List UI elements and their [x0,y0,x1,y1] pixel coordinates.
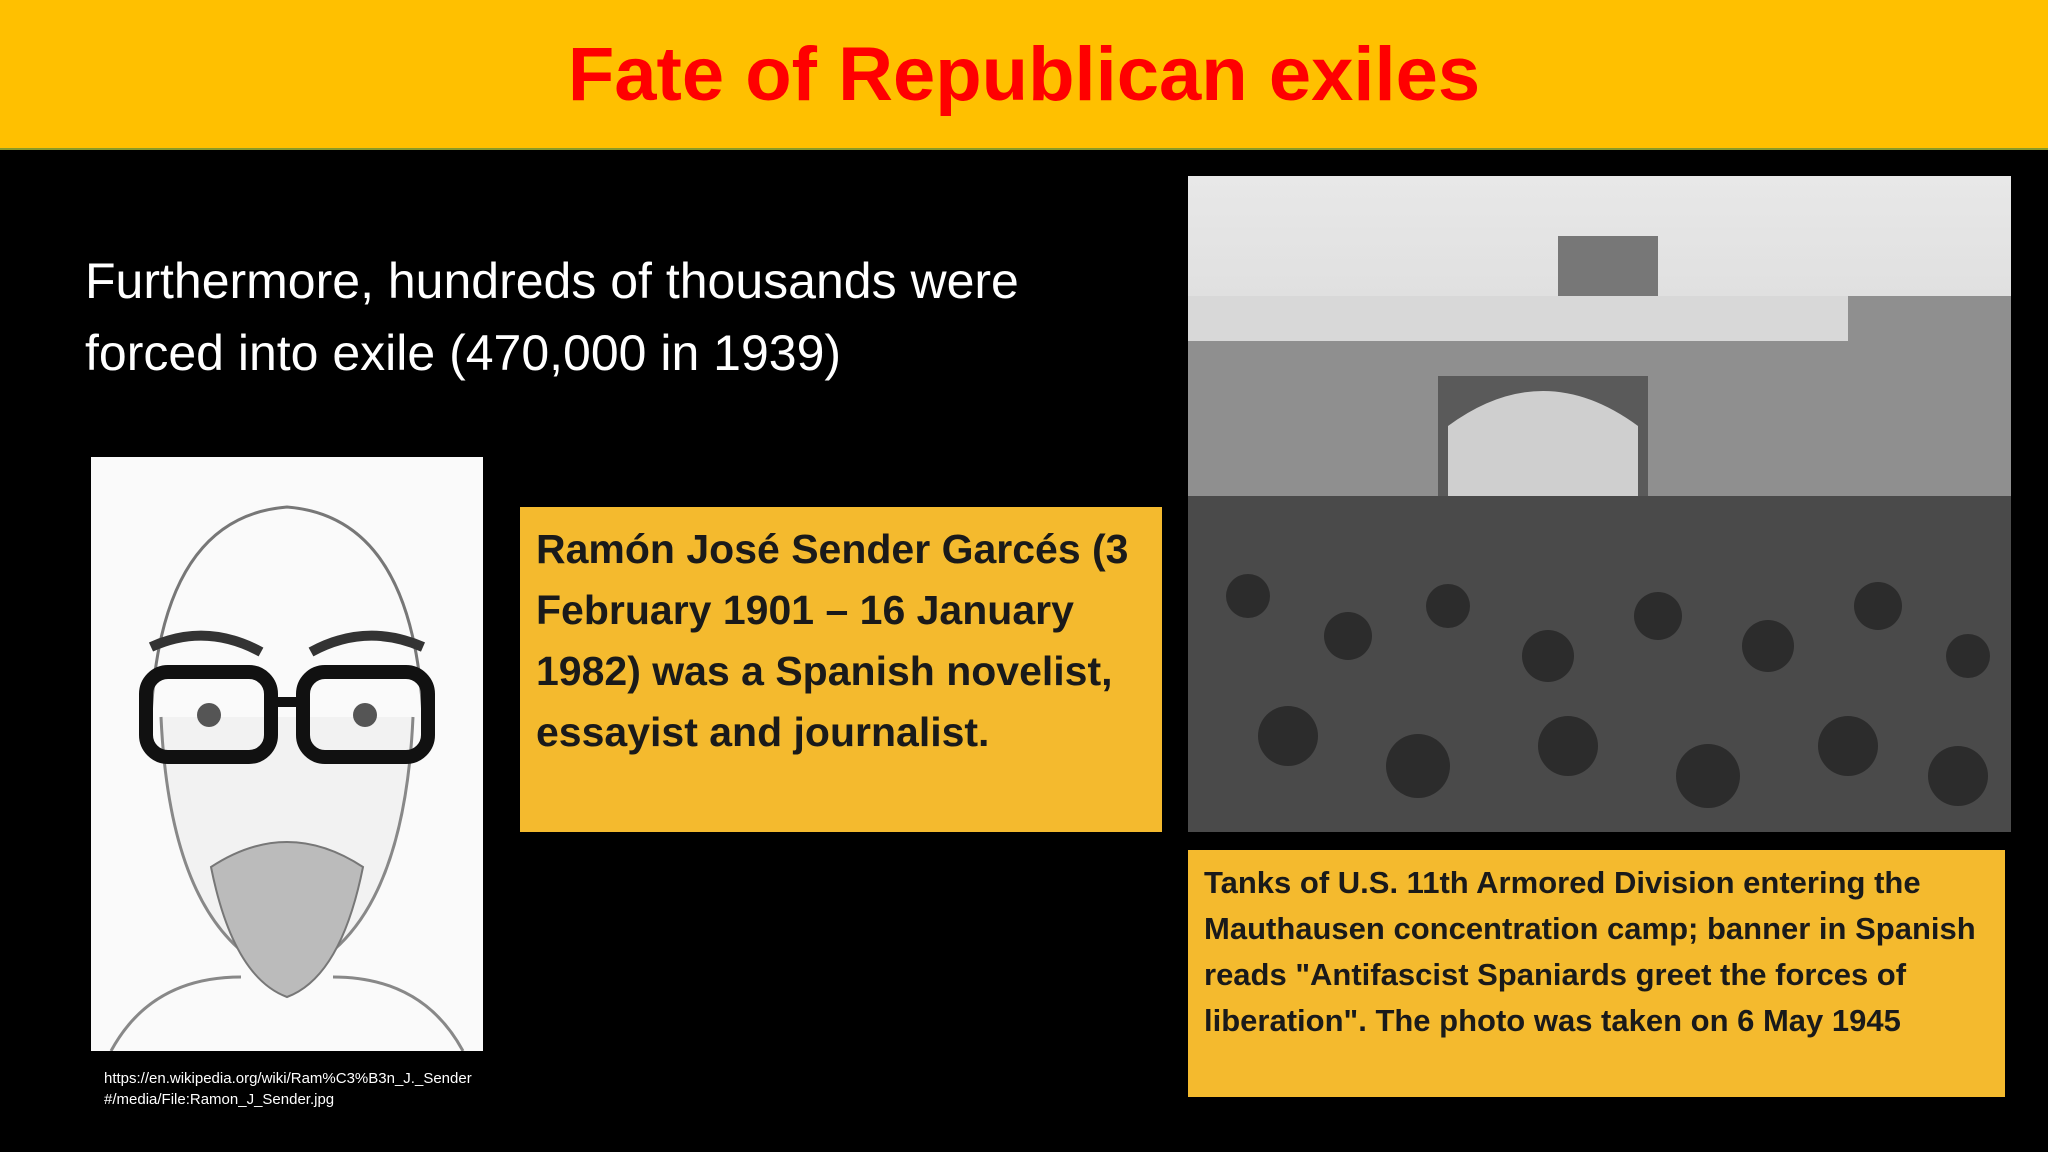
info-box: Ramón José Sender Garcés (3 February 190… [520,507,1162,832]
portrait-image [91,457,483,1051]
photo-caption: Tanks of U.S. 11th Armored Division ente… [1188,850,2005,1097]
header-bar [0,0,2048,150]
photo-image [1188,176,2011,832]
slide-title: Fate of Republican exiles [567,32,1481,117]
body-text: Furthermore, hundreds of thousands were … [85,253,1019,381]
source-url: https://en.wikipedia.org/wiki/Ram%C3%B3n… [104,1070,472,1108]
